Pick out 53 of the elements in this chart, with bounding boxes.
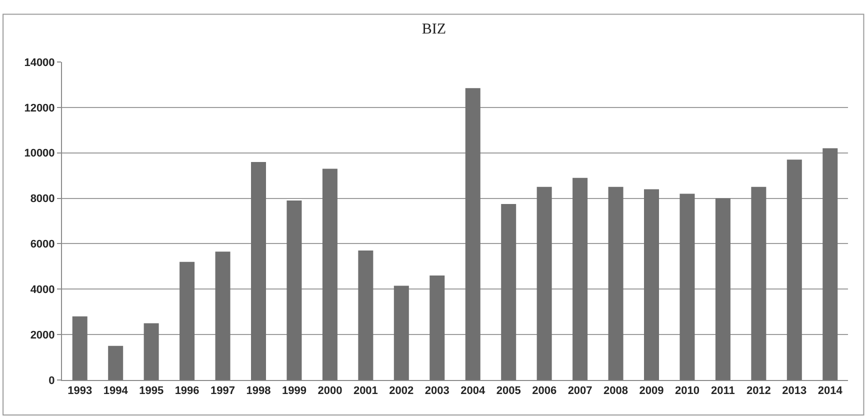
x-tick-label: 2002 <box>389 385 414 398</box>
x-tick-label: 2008 <box>604 385 628 398</box>
bar <box>72 316 88 380</box>
y-tick-label: 8000 <box>30 193 55 206</box>
x-tick-label: 1996 <box>174 385 200 398</box>
x-tick-label: 2010 <box>674 385 700 398</box>
x-tick-label: 1994 <box>103 385 129 398</box>
x-tick-label: 2009 <box>639 385 664 398</box>
y-tick-label: 14000 <box>24 56 55 69</box>
x-tick-label: 1997 <box>210 385 236 398</box>
y-tick-label: 2000 <box>30 329 55 342</box>
x-tick-label: 1999 <box>282 385 306 398</box>
x-tick-label: 2004 <box>460 385 486 398</box>
y-tick-label: 12000 <box>24 102 55 114</box>
x-tick-label: 1995 <box>139 385 164 398</box>
bar <box>180 262 195 380</box>
bar <box>430 276 445 380</box>
bar <box>108 346 124 380</box>
x-tick-label: 2006 <box>532 385 557 398</box>
bar <box>536 186 552 380</box>
bar <box>286 200 302 380</box>
y-tick-label: 10000 <box>24 148 55 160</box>
bar <box>501 204 516 380</box>
x-tick-label: 1993 <box>68 385 92 398</box>
x-tick-label: 2014 <box>818 385 844 398</box>
x-tick-label: 1998 <box>246 385 271 398</box>
bar <box>786 160 802 380</box>
x-tick-label: 2013 <box>782 385 807 398</box>
bar <box>715 198 730 380</box>
bar <box>144 323 159 380</box>
chart-title: BIZ <box>422 22 446 38</box>
bar <box>751 186 766 380</box>
bar <box>394 286 409 380</box>
y-tick-label: 4000 <box>30 284 55 296</box>
bar <box>644 189 659 380</box>
x-tick-label: 2003 <box>424 385 450 398</box>
bar <box>465 88 480 380</box>
bar <box>822 148 838 380</box>
x-tick-label: 2012 <box>746 385 771 398</box>
y-tick-label: 0 <box>48 374 55 387</box>
bar <box>322 168 338 380</box>
x-tick-label: 2000 <box>318 385 342 398</box>
x-tick-label: 2011 <box>711 385 735 398</box>
bar <box>358 250 374 380</box>
bar <box>608 186 624 380</box>
bar <box>215 252 230 380</box>
bar <box>251 162 266 380</box>
x-tick-label: 2001 <box>353 385 378 398</box>
y-tick-label: 6000 <box>30 238 55 251</box>
bar <box>572 178 588 380</box>
x-tick-label: 2007 <box>568 385 592 398</box>
bar <box>680 194 695 380</box>
x-tick-label: 2005 <box>496 385 521 398</box>
